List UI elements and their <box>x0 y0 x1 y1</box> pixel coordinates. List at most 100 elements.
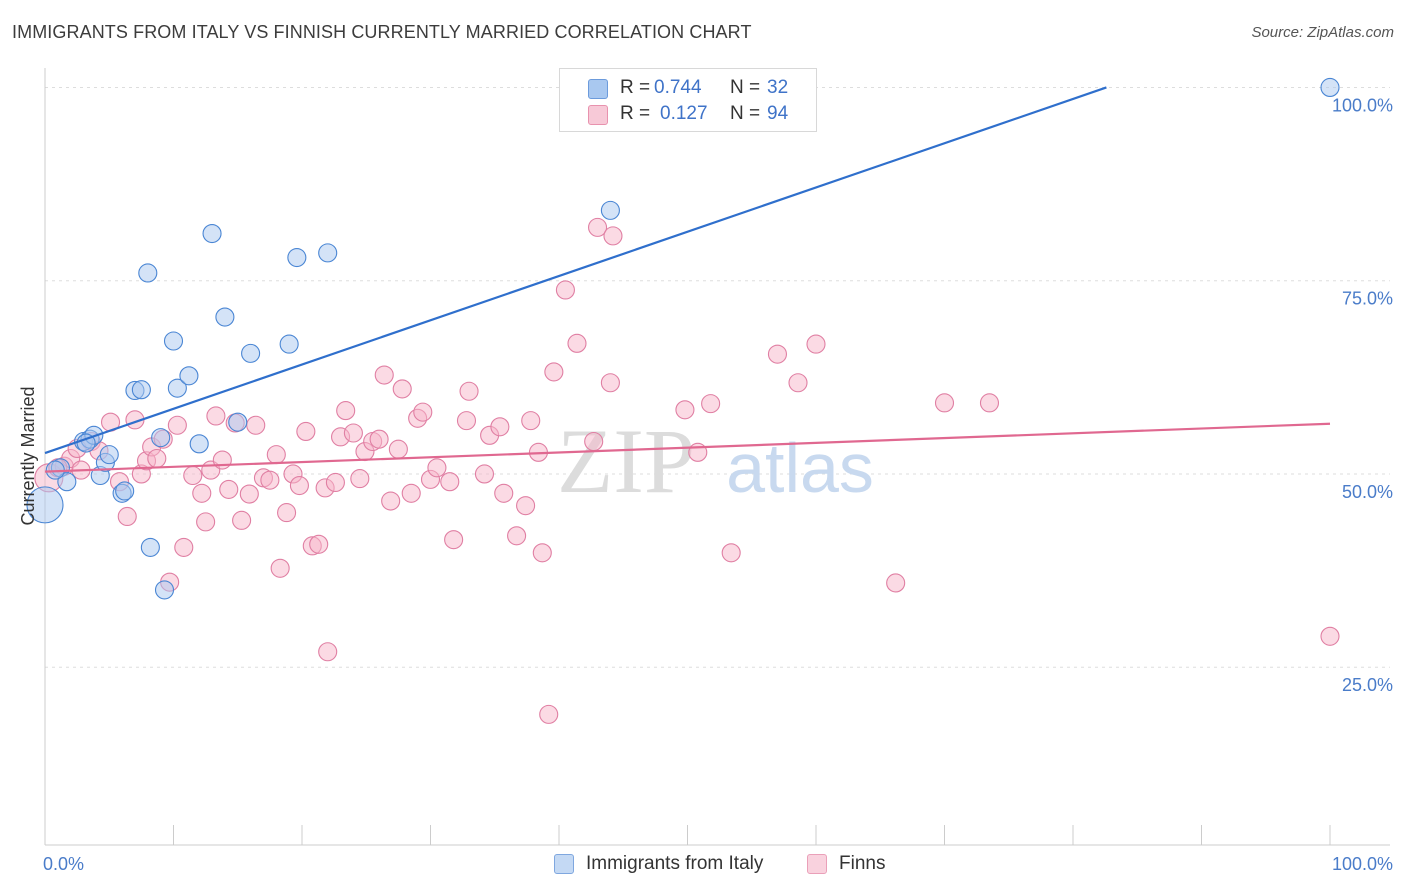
finns-point-43 <box>336 401 356 421</box>
finns-point-30 <box>260 470 280 490</box>
finns-point-53 <box>401 483 421 503</box>
grid-lines <box>45 86 1390 668</box>
finns-point-64 <box>490 417 510 437</box>
finns-point-81 <box>701 394 721 414</box>
finns-point-85 <box>806 334 826 354</box>
italy-point-23 <box>228 412 248 432</box>
finns-point-83 <box>767 344 788 364</box>
legend-swatch-italy <box>588 79 608 99</box>
finns-point-79 <box>675 400 695 420</box>
bottom-legend-swatch-finns <box>807 854 827 874</box>
finns-point-19 <box>192 483 212 503</box>
finns-point-32 <box>270 558 290 578</box>
x-tick-label-0: 0.0% <box>43 854 84 874</box>
italy-point-25 <box>279 334 299 354</box>
finns-point-16 <box>167 415 187 435</box>
finns-point-55 <box>413 402 433 422</box>
finns-point-60 <box>456 411 477 431</box>
finns-point-57 <box>427 458 447 478</box>
finns-point-28 <box>246 415 266 435</box>
finns-points <box>34 217 1340 724</box>
x-tick-label-1: 100.0% <box>1332 854 1393 874</box>
finns-point-59 <box>444 530 464 550</box>
finns-point-18 <box>183 465 203 486</box>
finns-point-77 <box>603 226 623 246</box>
legend-n-label: N = <box>730 77 761 98</box>
finns-point-33 <box>277 503 297 523</box>
finns-point-82 <box>721 543 741 563</box>
finns-point-52 <box>392 379 412 399</box>
italy-point-12 <box>131 380 151 400</box>
italy-point-28 <box>600 200 620 220</box>
finns-point-26 <box>232 510 252 530</box>
italy-point-2 <box>57 472 77 492</box>
finns-point-62 <box>474 464 495 484</box>
italy-point-19 <box>179 366 199 386</box>
trend-line-0 <box>44 86 1107 455</box>
watermark-zip: ZIP <box>557 410 695 512</box>
legend-swatch-finns <box>588 105 608 125</box>
correlation-legend: R = 0.744 N = 32 R = 0.127 N = 94 <box>559 68 817 132</box>
italy-point-10 <box>115 481 135 501</box>
italy-point-13 <box>138 263 158 283</box>
finns-point-40 <box>318 642 338 662</box>
italy-point-18 <box>167 378 187 398</box>
italy-points <box>26 77 1340 600</box>
finns-point-8 <box>117 506 137 527</box>
trend-lines <box>44 86 1331 473</box>
italy-point-8 <box>99 445 119 465</box>
legend-r-label: R = <box>620 77 651 98</box>
italy-point-21 <box>202 224 222 244</box>
finns-point-78 <box>600 373 620 393</box>
finns-point-38 <box>309 534 329 554</box>
finns-point-89 <box>1320 626 1340 646</box>
italy-point-15 <box>151 428 171 448</box>
italy-point-0 <box>26 486 64 524</box>
finns-point-88 <box>979 393 1000 413</box>
finns-point-17 <box>174 537 194 557</box>
italy-point-20 <box>189 434 209 454</box>
italy-point-26 <box>287 247 307 268</box>
tick-labels: 25.0% 50.0% 75.0% 100.0% 0.0% 100.0% <box>43 95 1393 874</box>
finns-point-67 <box>516 496 536 516</box>
y-tick-label-1: 50.0% <box>1342 482 1393 502</box>
finns-point-66 <box>507 526 527 546</box>
finns-point-45 <box>350 469 370 489</box>
finns-point-61 <box>459 381 479 401</box>
finns-point-20 <box>196 512 216 532</box>
italy-point-17 <box>163 331 184 351</box>
source-label: Source: ZipAtlas.com <box>1251 24 1394 41</box>
finns-point-50 <box>381 491 401 511</box>
finns-point-27 <box>239 484 259 504</box>
y-tick-label-0: 25.0% <box>1342 675 1393 695</box>
finns-point-22 <box>206 406 226 426</box>
y-tick-label-2: 75.0% <box>1342 289 1393 309</box>
finns-point-35 <box>289 476 309 496</box>
finns-point-76 <box>587 217 608 237</box>
y-tick-label-3: 100.0% <box>1332 95 1393 115</box>
finns-point-65 <box>494 483 514 503</box>
legend-r-value: 0.744 <box>654 77 702 98</box>
bottom-legend-swatch-italy <box>554 854 574 874</box>
axes <box>44 68 1390 846</box>
finns-point-44 <box>343 423 363 443</box>
italy-point-14 <box>140 537 160 557</box>
finns-point-13 <box>147 448 167 469</box>
finns-point-84 <box>788 373 808 393</box>
finns-point-74 <box>567 333 587 353</box>
finns-point-24 <box>219 479 239 499</box>
y-axis-label: Currently Married <box>18 386 38 525</box>
finns-point-70 <box>532 543 552 563</box>
bottom-legend-label-finns: Finns <box>839 853 886 874</box>
italy-point-27 <box>318 243 338 263</box>
finns-point-68 <box>521 411 541 431</box>
italy-point-29 <box>1320 77 1340 98</box>
legend-r-label: R = <box>620 103 651 124</box>
italy-point-22 <box>215 307 235 327</box>
finns-point-75 <box>584 431 604 452</box>
finns-point-41 <box>325 472 345 493</box>
finns-point-72 <box>544 362 564 382</box>
legend-r-value: 0.127 <box>660 103 708 124</box>
finns-point-48 <box>369 429 389 449</box>
legend-n-value: 32 <box>767 77 789 98</box>
